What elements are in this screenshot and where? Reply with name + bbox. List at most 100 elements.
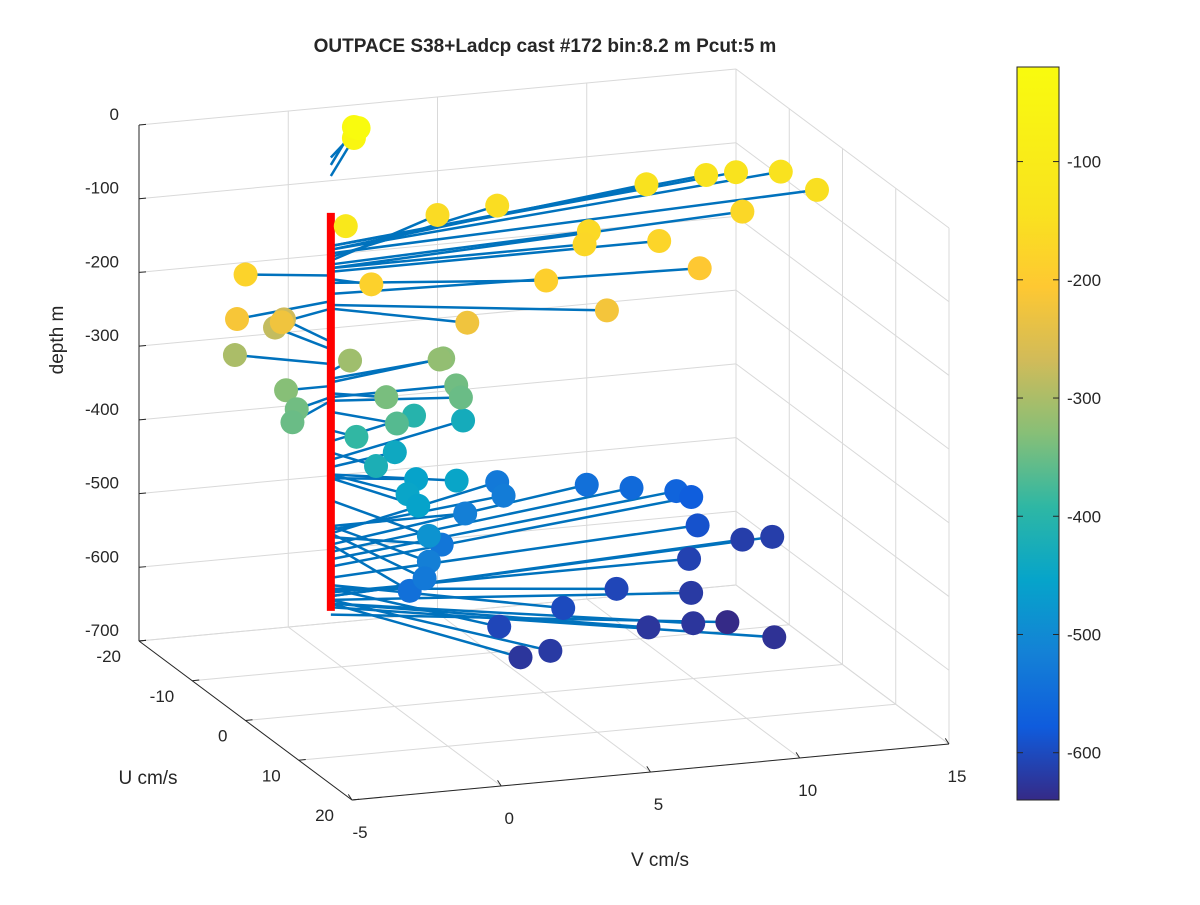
- grid-line: [246, 665, 843, 721]
- colorbar-tick-label: -600: [1067, 744, 1101, 763]
- data-point: [534, 269, 558, 293]
- data-point: [406, 494, 430, 518]
- y-axis-label: U cm/s: [118, 768, 177, 789]
- data-point: [280, 410, 304, 434]
- data-point: [681, 611, 705, 635]
- data-point: [620, 476, 644, 500]
- data-point: [605, 577, 629, 601]
- data-point: [451, 409, 475, 433]
- data-point: [805, 178, 829, 202]
- colorbar-gradient: [1017, 67, 1059, 800]
- y-tick: [192, 680, 199, 681]
- data-point: [455, 311, 479, 335]
- colorbar: -100 -200 -300 -400 -500 -600: [1017, 67, 1101, 800]
- colorbar-tick-label: -200: [1067, 271, 1101, 290]
- velocity-stick: [235, 355, 331, 364]
- y-tick-label: 10: [262, 766, 281, 785]
- velocity-stick: [331, 600, 551, 651]
- data-point: [724, 160, 748, 184]
- z-tick: [139, 567, 146, 568]
- data-point: [636, 615, 660, 639]
- data-point: [347, 116, 371, 140]
- z-tick-label: -200: [85, 252, 119, 271]
- z-tick-label: -300: [85, 326, 119, 345]
- x-tick-label: -5: [352, 823, 367, 842]
- data-point: [449, 386, 473, 410]
- chart-title: OUTPACE S38+Ladcp cast #172 bin:8.2 m Pc…: [314, 36, 777, 57]
- data-point: [634, 172, 658, 196]
- data-point: [428, 348, 452, 372]
- x-axis-label: V cm/s: [631, 850, 689, 871]
- data-point: [730, 200, 754, 224]
- z-tick: [139, 272, 146, 273]
- colorbar-tick-label: -400: [1067, 507, 1101, 526]
- velocity-stick: [331, 309, 467, 323]
- grid-lines: [139, 69, 949, 800]
- data-point: [760, 525, 784, 549]
- data-point: [509, 645, 533, 669]
- data-point: [647, 229, 671, 253]
- data-point: [769, 160, 793, 184]
- y-tick: [352, 799, 359, 800]
- z-tick-label: -400: [85, 400, 119, 419]
- z-tick-label: -700: [85, 621, 119, 640]
- data-point: [485, 194, 509, 218]
- colorbar-tick-label: -300: [1067, 389, 1101, 408]
- x-tick-label: 15: [948, 767, 967, 786]
- z-tick: [139, 493, 146, 494]
- y-tick-label: 20: [315, 806, 334, 825]
- data-point: [413, 566, 437, 590]
- velocity-stick: [246, 275, 331, 276]
- velocity-stick: [331, 593, 691, 600]
- z-tick: [139, 198, 146, 199]
- data-point: [679, 485, 703, 509]
- z-tick-label: -600: [85, 547, 119, 566]
- data-point: [688, 256, 712, 280]
- data-point: [551, 596, 575, 620]
- y-tick: [246, 720, 253, 721]
- data-point: [426, 203, 450, 227]
- y-tick: [299, 760, 306, 761]
- data-point: [225, 307, 249, 331]
- velocity-sticks: [235, 127, 817, 657]
- z-tick: [139, 419, 146, 420]
- data-point: [730, 528, 754, 552]
- y-tick-label: 0: [218, 727, 227, 746]
- data-point: [234, 263, 258, 287]
- data-point: [270, 310, 294, 334]
- y-tick-label: -10: [150, 687, 175, 706]
- z-tick: [139, 124, 146, 125]
- data-point: [677, 547, 701, 571]
- data-point: [338, 349, 362, 373]
- data-point: [679, 581, 703, 605]
- x-tick-label: 0: [505, 809, 514, 828]
- colorbar-tick-label: -100: [1067, 153, 1101, 172]
- data-point: [445, 469, 469, 493]
- data-point: [359, 272, 383, 296]
- z-tick-label: -100: [85, 179, 119, 198]
- data-point: [334, 214, 358, 238]
- data-point: [595, 298, 619, 322]
- y-tick-label: -20: [96, 647, 121, 666]
- data-point: [487, 615, 511, 639]
- data-point: [573, 232, 597, 256]
- colorbar-tick-label: -500: [1067, 625, 1101, 644]
- data-point: [694, 163, 718, 187]
- data-point: [762, 625, 786, 649]
- data-point: [417, 524, 441, 548]
- data-point: [364, 454, 388, 478]
- x-tick-label: 10: [798, 781, 817, 800]
- data-point: [374, 385, 398, 409]
- data-point: [223, 343, 247, 367]
- y-tick: [139, 640, 146, 641]
- data-point: [575, 473, 599, 497]
- data-point: [344, 425, 368, 449]
- data-point: [385, 412, 409, 436]
- data-point: [686, 513, 710, 537]
- data-point: [453, 502, 477, 526]
- data-point: [715, 610, 739, 634]
- grid-line: [299, 704, 896, 760]
- z-axis-label: depth m: [47, 306, 68, 375]
